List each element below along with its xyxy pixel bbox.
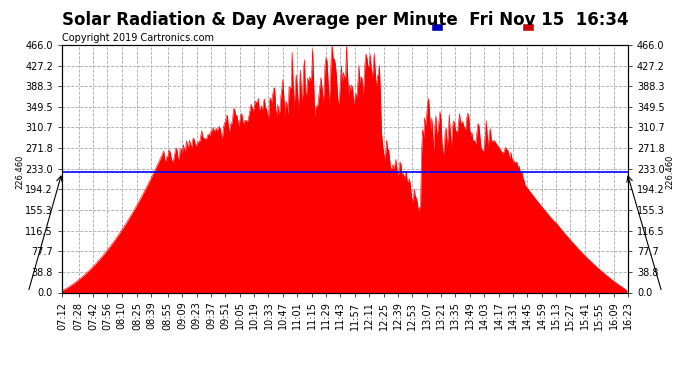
- Text: 226.460: 226.460: [666, 155, 675, 189]
- Text: Copyright 2019 Cartronics.com: Copyright 2019 Cartronics.com: [62, 33, 214, 42]
- Text: Solar Radiation & Day Average per Minute  Fri Nov 15  16:34: Solar Radiation & Day Average per Minute…: [61, 11, 629, 29]
- Legend: Median (w/m2), Radiation (w/m2): Median (w/m2), Radiation (w/m2): [428, 20, 623, 35]
- Text: 226.460: 226.460: [15, 155, 24, 189]
